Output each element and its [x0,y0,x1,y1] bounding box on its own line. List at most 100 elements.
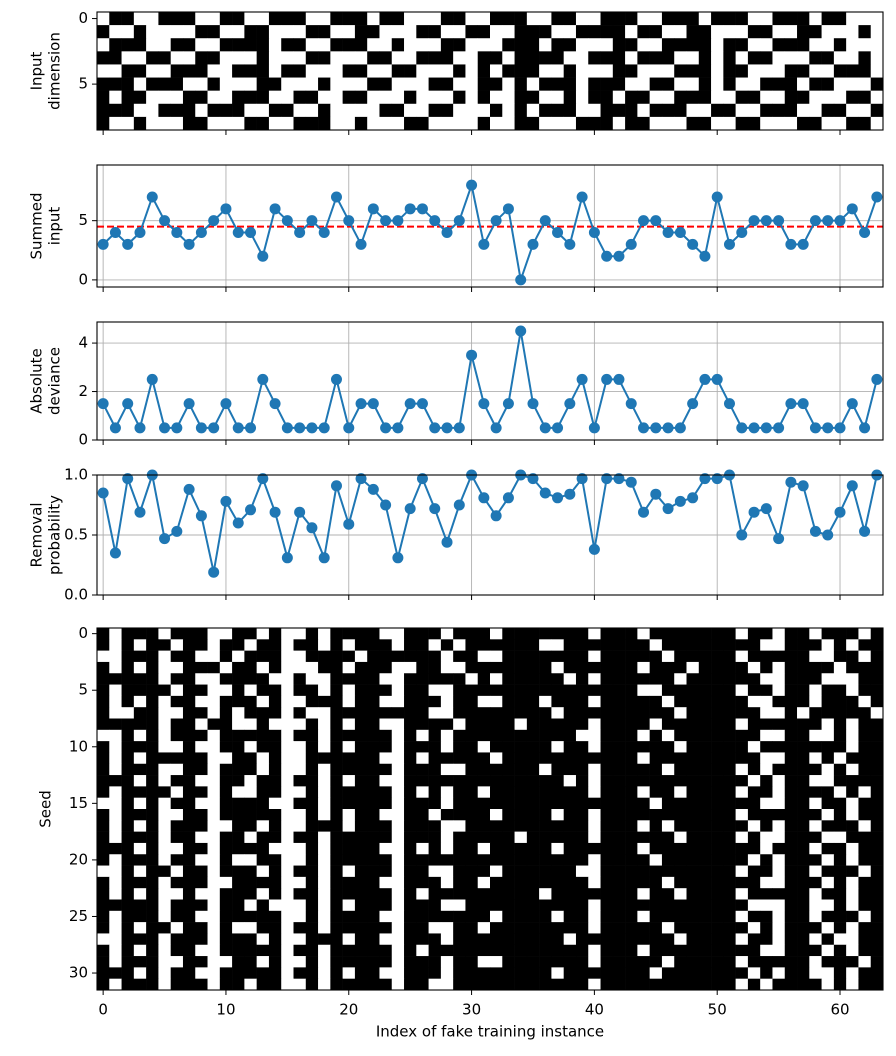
heatmap-cell [649,752,663,765]
heatmap-cell [305,639,319,651]
heatmap-cell [391,695,405,708]
heatmap-cell [723,684,736,697]
heatmap-cell [575,752,589,765]
heatmap-cell [821,116,835,131]
heatmap-cell [207,90,221,105]
marker [404,398,416,410]
heatmap-cell [833,650,847,663]
heatmap-cell [711,865,724,878]
heatmap-cell [318,729,331,742]
heatmap-cell [551,661,564,674]
heatmap-cell [256,865,270,878]
heatmap-cell [391,628,405,640]
heatmap-cell [268,695,282,708]
heatmap-cell [600,876,614,889]
heatmap-cell [465,876,479,889]
heatmap-cell [723,831,736,844]
heatmap-cell [232,842,245,855]
heatmap-cell [490,967,503,979]
heatmap-cell [649,628,663,640]
marker [687,238,699,250]
heatmap-cell [735,865,749,878]
heatmap-cell [821,661,835,674]
heatmap-cell [182,707,196,719]
heatmap-cell [563,933,577,946]
heatmap-cell [846,865,859,878]
heatmap-cell [293,910,307,923]
heatmap-cell [858,729,872,742]
heatmap-cell [588,90,601,105]
heatmap-cell [514,673,528,685]
heatmap-cell [833,707,847,719]
heatmap-cell [870,809,884,821]
heatmap-cell [133,64,147,78]
heatmap-cell [711,854,724,866]
heatmap-cell [772,978,786,991]
heatmap-cell [490,842,503,855]
heatmap-cell [661,775,675,787]
heatmap-cell [809,729,822,742]
heatmap-cell [146,831,159,844]
heatmap-cell [330,978,343,991]
heatmap-cell [833,809,847,821]
heatmap-cell [244,809,257,821]
heatmap-cell [698,876,712,889]
heatmap-cell [711,684,724,697]
heatmap-cell [109,729,122,742]
heatmap-cell [539,922,552,934]
heatmap-cell [404,729,417,742]
heatmap-cell [711,888,724,900]
heatmap-cell [858,38,872,52]
heatmap-cell [760,51,773,65]
heatmap-cell [698,51,712,65]
marker [797,398,809,410]
heatmap-cell [809,38,822,52]
heatmap-cell [539,673,552,685]
heatmap-cell [846,103,859,118]
heatmap-cell [772,25,786,39]
heatmap-cell [146,978,159,991]
heatmap-cell [772,854,786,866]
heatmap-cell [698,842,712,855]
heatmap-cell [465,842,479,855]
heatmap-cell [342,639,356,651]
heatmap-cell [133,944,147,957]
heatmap-cell [809,718,822,731]
heatmap-cell [465,12,479,26]
heatmap-cell [502,888,515,900]
heatmap-cell [367,695,380,708]
heatmap-cell [379,763,393,776]
heatmap-cell [600,695,614,708]
heatmap-cell [146,910,159,923]
heatmap-cell [219,695,233,708]
heatmap-cell [268,899,282,912]
heatmap-cell [256,695,270,708]
heatmap-cell [219,910,233,923]
marker [294,422,306,434]
heatmap-cell [416,718,429,731]
heatmap-cell [502,51,515,65]
heatmap-cell [723,899,736,912]
heatmap-cell [305,103,319,118]
heatmap-cell [600,820,614,832]
heatmap-cell [711,661,724,674]
heatmap-cell [293,967,307,979]
heatmap-cell [600,842,614,855]
heatmap-cell [342,707,356,719]
heatmap-cell [490,775,503,787]
heatmap-cell [490,763,503,776]
heatmap-cell [170,741,184,753]
heatmap-cell [428,910,442,923]
heatmap-cell [600,116,614,131]
heatmap-cell [502,820,515,832]
heatmap-cell [637,695,650,708]
heatmap-cell [723,865,736,878]
heatmap-cell [133,25,147,39]
heatmap-cell [735,775,749,787]
heatmap-cell [342,967,356,979]
heatmap-cell [416,775,429,787]
heatmap-cell [330,639,343,651]
heatmap-cell [404,650,417,663]
heatmap-cell [465,854,479,866]
heatmap-cell [477,116,491,131]
